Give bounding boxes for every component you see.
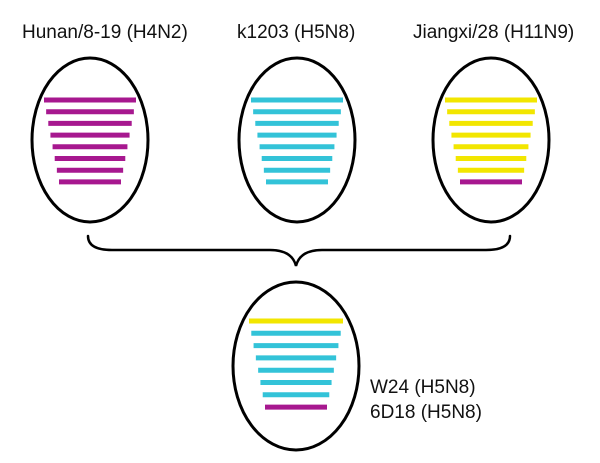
parent-label-3: Jiangxi/28 (H11N9)	[413, 22, 574, 43]
reassortant-label-2: 6D18 (H5N8)	[370, 402, 482, 423]
parent-3-segments	[445, 97, 537, 185]
merge-brace	[86, 234, 512, 267]
reassortant-virion	[231, 280, 361, 452]
parent-virion-1	[30, 56, 150, 224]
parent-label-1: Hunan/8-19 (H4N2)	[22, 22, 188, 43]
parent-1-segments	[44, 97, 136, 185]
parent-virion-2	[237, 56, 357, 224]
reassortant-segments	[249, 318, 343, 410]
parent-2-segments	[251, 97, 343, 185]
parent-label-2: k1203 (H5N8)	[237, 22, 355, 43]
parent-virion-3	[431, 56, 551, 224]
reassortant-label-1: W24 (H5N8)	[370, 377, 476, 398]
